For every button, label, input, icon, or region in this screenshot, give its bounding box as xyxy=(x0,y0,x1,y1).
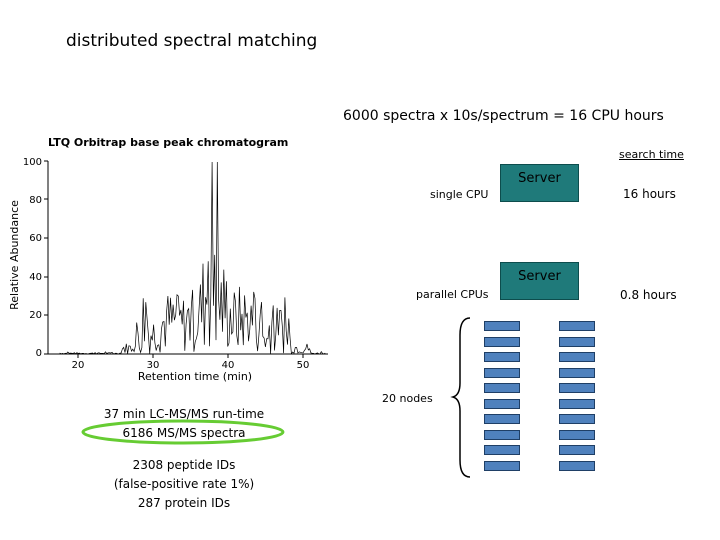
chromatogram-title: LTQ Orbitrap base peak chromatogram xyxy=(48,136,289,149)
chromatogram-trace xyxy=(59,161,326,355)
y-tick-60: 60 xyxy=(29,233,42,244)
nodes-count-label: 20 nodes xyxy=(382,392,433,405)
compute-node xyxy=(559,429,595,440)
y-tick-100: 100 xyxy=(23,157,42,168)
compute-node xyxy=(484,383,520,393)
protein-ids-text: 287 protein IDs xyxy=(137,496,231,510)
parallel-cpus-label: parallel CPUs xyxy=(416,288,489,301)
run-time-text: 37 min LC-MS/MS run-time xyxy=(103,407,265,421)
spectra-count-text: 6186 MS/MS spectra xyxy=(122,426,246,440)
y-tick-0: 0 xyxy=(36,348,42,359)
compute-node xyxy=(559,445,595,455)
x-tick-30: 30 xyxy=(147,360,160,371)
slide-title: distributed spectral matching xyxy=(66,31,318,51)
parallel-server-label: Server xyxy=(518,269,561,284)
compute-node xyxy=(559,414,595,424)
single-cpu-hours: 16 hours xyxy=(623,187,676,201)
compute-node xyxy=(484,460,520,471)
x-tick-50: 50 xyxy=(297,360,310,371)
cpu-hours-formula: 6000 spectra x 10s/spectrum = 16 CPU hou… xyxy=(343,108,664,124)
compute-node xyxy=(484,398,520,409)
compute-node xyxy=(484,414,520,424)
results-summary: 2308 peptide IDs (false-positive rate 1%… xyxy=(84,456,284,513)
compute-node xyxy=(559,367,595,378)
compute-node xyxy=(484,429,520,440)
y-tick-20: 20 xyxy=(29,310,42,321)
compute-node xyxy=(484,352,520,362)
parallel-server: Server xyxy=(500,262,579,300)
compute-node xyxy=(559,398,595,409)
compute-node xyxy=(484,445,520,455)
compute-node xyxy=(559,460,595,471)
highlight-ellipse xyxy=(81,419,285,445)
parallel-cpu-hours: 0.8 hours xyxy=(620,288,677,302)
single-server-label: Server xyxy=(518,171,561,186)
compute-node xyxy=(559,352,595,362)
run-info: 37 min LC-MS/MS run-time 6186 MS/MS spec… xyxy=(84,405,284,443)
y-tick-40: 40 xyxy=(29,272,42,283)
chromatogram-plot: Relative Abundance 100 80 60 40 20 0 20 … xyxy=(8,157,328,383)
y-axis-label: Relative Abundance xyxy=(8,200,21,310)
compute-node xyxy=(559,336,595,347)
compute-node xyxy=(484,321,520,331)
compute-node xyxy=(484,336,520,347)
single-cpu-label: single CPU xyxy=(430,188,489,201)
single-server: Server xyxy=(500,164,579,202)
compute-node xyxy=(559,383,595,393)
x-axis-label: Retention time (min) xyxy=(138,370,252,383)
search-time-heading: search time xyxy=(619,148,684,161)
x-tick-40: 40 xyxy=(222,360,235,371)
false-positive-text: (false-positive rate 1%) xyxy=(113,477,255,491)
y-tick-80: 80 xyxy=(29,195,42,206)
compute-node xyxy=(559,321,595,331)
x-tick-20: 20 xyxy=(72,360,85,371)
nodes-bracket xyxy=(450,317,471,478)
compute-node xyxy=(484,367,520,378)
peptide-ids-text: 2308 peptide IDs xyxy=(132,458,236,472)
